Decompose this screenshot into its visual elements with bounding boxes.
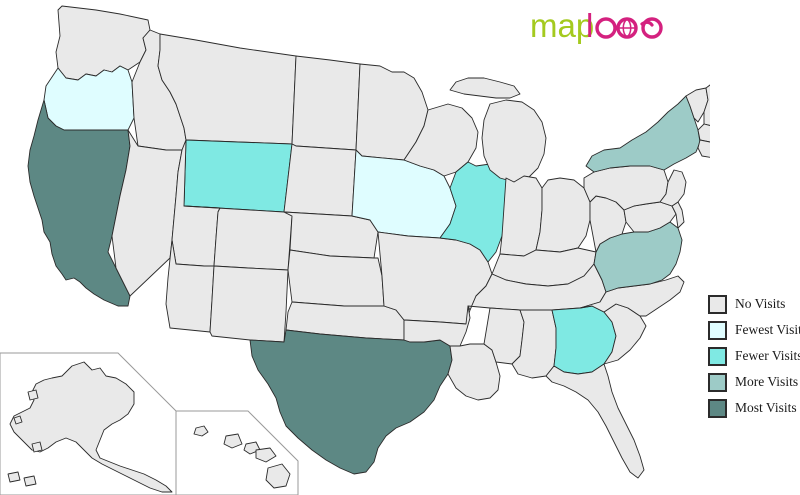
legend-label-fewer-visits: Fewer Visits <box>735 348 800 364</box>
legend-swatch-no-visits <box>708 294 727 314</box>
alaska-island-4 <box>7 471 21 483</box>
alaska-island-5 <box>23 475 37 487</box>
legend-item-more-visits[interactable]: More Visits <box>708 369 798 395</box>
state-WA[interactable] <box>55 5 151 81</box>
logo-text-l: l <box>586 7 593 44</box>
legend-swatch-more-visits <box>708 372 727 392</box>
state-CT[interactable] <box>697 139 710 158</box>
state-NH[interactable] <box>703 82 710 126</box>
state-IN[interactable] <box>499 175 543 257</box>
alaska-island-1 <box>27 389 39 401</box>
state-MT[interactable] <box>157 33 297 145</box>
legend-label-fewest-visits: Fewest Visits <box>735 322 800 338</box>
maploco-logo[interactable]: map l <box>530 6 670 48</box>
legend-swatch-most-visits <box>708 398 727 418</box>
legend-label-no-visits: No Visits <box>735 296 786 312</box>
legend-label-more-visits: More Visits <box>735 374 799 390</box>
hawaii-island-2 <box>223 433 243 449</box>
state-ND[interactable] <box>291 55 361 151</box>
state-HI[interactable] <box>193 425 209 437</box>
logo-globe-icon <box>616 17 638 39</box>
state-OR[interactable] <box>43 65 135 131</box>
state-FL[interactable] <box>545 363 645 479</box>
state-KS[interactable] <box>287 249 385 307</box>
alaska-island-2 <box>13 415 23 425</box>
legend-swatch-fewest-visits <box>708 320 727 340</box>
legend-swatch-fewer-visits <box>708 346 727 366</box>
alaska-island-3 <box>31 441 43 453</box>
legend-item-fewest-visits[interactable]: Fewest Visits <box>708 317 800 343</box>
state-AK[interactable] <box>9 361 173 493</box>
state-NY[interactable] <box>585 95 701 173</box>
hawaii-island-4 <box>255 447 277 463</box>
state-TX[interactable] <box>249 329 453 475</box>
logo-letter-o-last <box>641 17 663 39</box>
state-VA[interactable] <box>593 221 683 293</box>
state-NM[interactable] <box>209 265 289 343</box>
us-map-container[interactable] <box>0 0 710 495</box>
state-WY[interactable] <box>183 139 293 213</box>
legend-item-fewer-visits[interactable]: Fewer Visits <box>708 343 800 369</box>
state-NJ[interactable] <box>659 169 687 207</box>
hawaii-inset-frame <box>175 410 299 495</box>
legend-item-no-visits[interactable]: No Visits <box>708 291 798 317</box>
state-LA[interactable] <box>447 343 501 401</box>
legend-item-most-visits[interactable]: Most Visits <box>708 395 798 421</box>
us-states-choropleth <box>0 5 710 495</box>
state-MI-upper[interactable] <box>449 77 521 99</box>
state-MI[interactable] <box>481 99 547 183</box>
logo-letter-o-first <box>595 17 617 39</box>
state-OH[interactable] <box>535 177 591 253</box>
state-SD[interactable] <box>283 143 357 217</box>
legend-label-most-visits: Most Visits <box>735 400 797 416</box>
state-CA[interactable] <box>27 99 131 307</box>
logo-text-map: map <box>530 7 594 44</box>
map-legend: No Visits Fewest Visits Fewer Visits Mor… <box>708 291 800 421</box>
hawaii-island-5 <box>265 463 291 489</box>
state-GA[interactable] <box>551 305 617 375</box>
